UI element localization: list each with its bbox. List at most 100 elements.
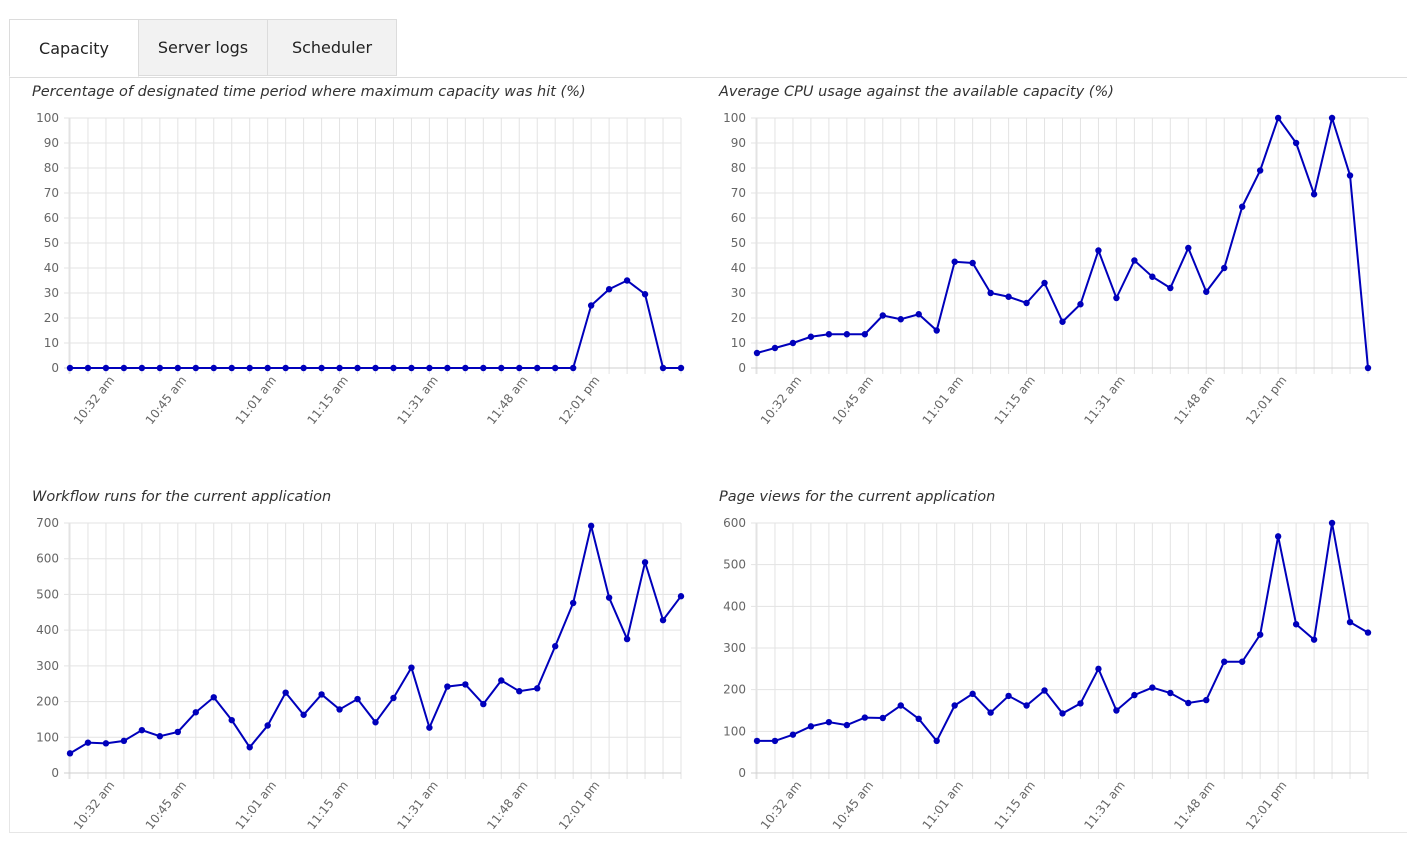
data-point[interactable] <box>915 715 922 723</box>
tab-scheduler[interactable]: Scheduler <box>268 19 397 76</box>
data-point[interactable] <box>156 733 164 740</box>
data-point[interactable] <box>336 706 343 713</box>
data-point[interactable] <box>879 714 886 722</box>
data-point[interactable] <box>1005 293 1012 300</box>
data-point[interactable] <box>1131 691 1138 699</box>
data-point[interactable] <box>372 719 379 726</box>
data-point[interactable] <box>1203 696 1210 704</box>
data-point[interactable] <box>1274 114 1282 122</box>
data-point[interactable] <box>771 344 779 352</box>
data-point[interactable] <box>753 349 761 357</box>
data-point[interactable] <box>843 721 851 729</box>
data-point[interactable] <box>1167 284 1174 292</box>
data-point[interactable] <box>861 331 869 338</box>
data-point[interactable] <box>138 726 146 734</box>
data-point[interactable] <box>1346 618 1354 626</box>
data-point[interactable] <box>498 364 505 372</box>
data-point[interactable] <box>933 737 940 745</box>
tab-server-logs[interactable]: Server logs <box>139 19 268 76</box>
data-point[interactable] <box>807 723 815 730</box>
data-point[interactable] <box>753 737 761 745</box>
data-point[interactable] <box>264 364 271 372</box>
data-point[interactable] <box>987 289 994 297</box>
data-point[interactable] <box>1185 244 1192 252</box>
data-point[interactable] <box>300 364 307 372</box>
data-point[interactable] <box>789 731 797 738</box>
data-point[interactable] <box>1256 167 1264 174</box>
data-point[interactable] <box>1292 139 1300 147</box>
data-point[interactable] <box>1274 533 1282 540</box>
data-point[interactable] <box>552 364 559 372</box>
data-point[interactable] <box>897 316 904 323</box>
data-point[interactable] <box>174 728 182 736</box>
data-point[interactable] <box>1113 294 1120 302</box>
data-point[interactable] <box>843 331 851 338</box>
data-point[interactable] <box>84 364 92 372</box>
data-point[interactable] <box>677 364 685 372</box>
data-point[interactable] <box>659 616 667 624</box>
data-point[interactable] <box>1328 519 1336 527</box>
data-point[interactable] <box>605 286 613 293</box>
data-point[interactable] <box>587 302 595 309</box>
data-point[interactable] <box>897 702 904 709</box>
tab-capacity[interactable]: Capacity <box>9 19 139 77</box>
data-point[interactable] <box>1185 699 1192 707</box>
data-point[interactable] <box>569 599 577 607</box>
data-point[interactable] <box>516 364 523 372</box>
data-point[interactable] <box>192 364 199 372</box>
data-point[interactable] <box>951 258 958 265</box>
data-point[interactable] <box>426 364 433 372</box>
data-point[interactable] <box>192 709 199 716</box>
data-point[interactable] <box>246 364 253 372</box>
data-point[interactable] <box>951 702 958 709</box>
data-point[interactable] <box>1041 687 1048 694</box>
data-point[interactable] <box>102 364 110 372</box>
data-point[interactable] <box>174 364 182 372</box>
data-point[interactable] <box>318 691 325 698</box>
data-point[interactable] <box>1239 203 1246 210</box>
data-point[interactable] <box>1023 702 1030 709</box>
data-point[interactable] <box>318 364 325 372</box>
data-point[interactable] <box>534 364 541 372</box>
data-point[interactable] <box>623 277 631 284</box>
data-point[interactable] <box>1095 665 1102 673</box>
data-point[interactable] <box>534 685 541 692</box>
data-point[interactable] <box>1077 301 1084 308</box>
data-point[interactable] <box>120 364 128 372</box>
data-point[interactable] <box>246 744 253 751</box>
data-point[interactable] <box>264 722 271 729</box>
data-point[interactable] <box>480 700 487 708</box>
data-point[interactable] <box>1131 257 1138 264</box>
data-point[interactable] <box>807 333 815 340</box>
data-point[interactable] <box>1239 658 1246 665</box>
data-point[interactable] <box>933 327 940 334</box>
data-point[interactable] <box>1346 172 1354 179</box>
data-point[interactable] <box>138 364 146 372</box>
data-point[interactable] <box>1167 689 1174 697</box>
data-point[interactable] <box>1328 114 1336 122</box>
data-point[interactable] <box>282 689 289 696</box>
data-point[interactable] <box>120 737 128 745</box>
data-point[interactable] <box>1292 621 1300 628</box>
data-point[interactable] <box>372 364 379 372</box>
data-point[interactable] <box>102 740 110 747</box>
data-point[interactable] <box>1113 707 1120 714</box>
data-point[interactable] <box>426 724 433 731</box>
data-point[interactable] <box>641 559 649 566</box>
data-point[interactable] <box>498 677 505 684</box>
data-point[interactable] <box>282 364 289 372</box>
data-point[interactable] <box>444 364 451 372</box>
data-point[interactable] <box>771 737 779 745</box>
data-point[interactable] <box>605 594 613 601</box>
data-point[interactable] <box>861 714 869 721</box>
data-point[interactable] <box>300 711 307 718</box>
data-point[interactable] <box>462 364 469 372</box>
data-point[interactable] <box>623 635 631 643</box>
data-point[interactable] <box>156 364 164 372</box>
data-point[interactable] <box>969 690 976 698</box>
data-point[interactable] <box>879 312 886 319</box>
data-point[interactable] <box>336 364 343 372</box>
data-point[interactable] <box>1203 288 1210 295</box>
data-point[interactable] <box>677 593 685 600</box>
data-point[interactable] <box>516 688 523 695</box>
